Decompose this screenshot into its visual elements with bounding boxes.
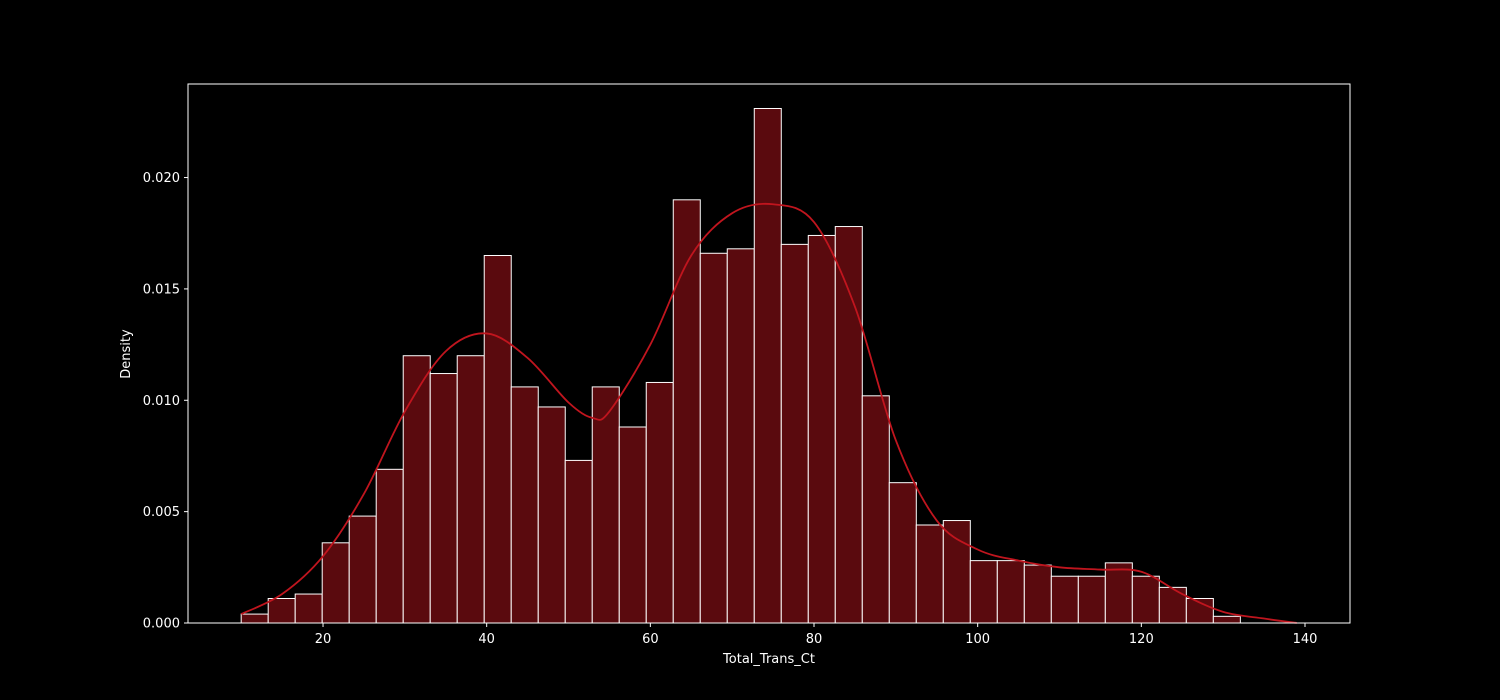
histogram-bar: [240, 613, 269, 624]
histogram-bar: [1131, 575, 1160, 624]
histogram-bar: [672, 199, 701, 624]
kde-curve: [240, 202, 1297, 624]
y-tick-label: 0.005: [143, 505, 180, 520]
histogram-bar: [1158, 586, 1187, 624]
x-tick-label: 120: [1129, 632, 1154, 647]
x-tick-label: 140: [1293, 632, 1318, 647]
histogram-bar: [1077, 575, 1106, 624]
histogram-bar: [267, 598, 296, 624]
histogram-bar: [456, 355, 485, 624]
histogram-bar: [375, 468, 404, 624]
histogram-bar: [1104, 562, 1133, 624]
histogram-bar: [294, 593, 323, 624]
histogram-bars: [240, 108, 1241, 624]
histogram-bar: [321, 542, 350, 624]
y-tick-label: 0.020: [143, 171, 180, 186]
histogram-bar: [807, 234, 836, 624]
histogram-bar: [618, 426, 647, 624]
histogram-bar: [591, 386, 620, 624]
histogram-bar: [1050, 575, 1079, 624]
histogram-bar: [888, 482, 917, 624]
histogram-bar: [969, 560, 998, 624]
histogram-bar: [510, 386, 539, 624]
y-tick-label: 0.000: [143, 617, 180, 632]
histogram-bar: [942, 520, 971, 624]
x-tick-label: 20: [315, 632, 332, 647]
histogram-bar: [348, 515, 377, 624]
y-tick-label: 0.010: [143, 394, 180, 409]
plot-frame: [187, 83, 1351, 624]
histogram-bar: [645, 381, 674, 624]
y-tick-label: 0.015: [143, 282, 180, 297]
histogram-bar: [996, 560, 1025, 624]
histogram-bar: [402, 355, 431, 624]
histogram-bar: [699, 252, 728, 624]
histogram-bar: [537, 406, 566, 624]
histogram-bar: [1023, 564, 1052, 624]
x-tick-label: 40: [478, 632, 495, 647]
x-tick-label: 100: [965, 632, 990, 647]
x-axis-ticks: 20 40 60 80 100 120 140: [315, 623, 1318, 647]
histogram-bar: [780, 243, 809, 624]
x-axis-label: Total_Trans_Ct: [722, 652, 815, 667]
x-tick-label: 80: [806, 632, 823, 647]
histogram-bar: [915, 524, 944, 624]
histogram-bar: [834, 226, 863, 624]
histogram-bar: [753, 108, 782, 624]
histogram-bar: [429, 373, 458, 624]
x-tick-label: 60: [642, 632, 659, 647]
histogram-bar: [483, 255, 512, 624]
histogram-bar: [564, 459, 593, 624]
histogram-bar: [861, 395, 890, 624]
y-axis-label: Density: [119, 329, 134, 379]
histogram-bar: [726, 248, 755, 624]
y-axis-ticks: 0.000 0.005 0.010 0.015 0.020: [143, 171, 188, 632]
histogram-bar: [1212, 615, 1241, 624]
